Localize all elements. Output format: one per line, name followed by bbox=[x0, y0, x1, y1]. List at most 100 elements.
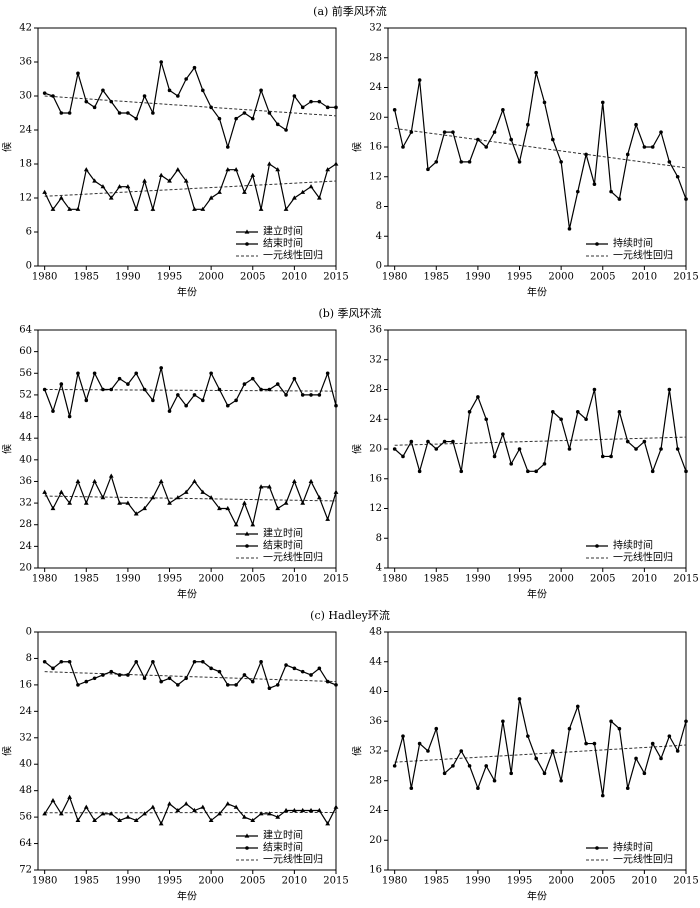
marker-triangle bbox=[258, 811, 264, 816]
marker-circle bbox=[534, 469, 538, 474]
marker-circle bbox=[92, 676, 97, 681]
marker-circle bbox=[67, 659, 72, 664]
marker-circle bbox=[684, 197, 688, 201]
marker-triangle bbox=[300, 189, 306, 194]
marker-circle bbox=[250, 376, 255, 381]
x-tick-label: 2010 bbox=[282, 574, 307, 585]
marker-circle bbox=[526, 122, 530, 127]
legend-label: 一元线性回归 bbox=[613, 853, 673, 866]
marker-circle bbox=[609, 189, 613, 194]
marker-circle bbox=[409, 786, 414, 790]
marker-circle bbox=[184, 403, 188, 408]
marker-circle bbox=[142, 94, 147, 98]
marker-circle bbox=[176, 94, 180, 98]
marker-triangle bbox=[267, 811, 272, 816]
y-tick-label: 32 bbox=[19, 732, 32, 743]
marker-circle bbox=[567, 726, 572, 731]
marker-circle bbox=[334, 105, 338, 110]
y-tick-label: 4 bbox=[376, 563, 382, 574]
marker-triangle bbox=[325, 167, 331, 172]
marker-circle bbox=[134, 116, 139, 121]
marker-circle bbox=[151, 398, 155, 403]
x-tick-label: 1985 bbox=[424, 876, 449, 887]
marker-triangle bbox=[291, 807, 297, 813]
x-tick-label: 1995 bbox=[157, 272, 182, 283]
marker-triangle bbox=[117, 817, 122, 823]
marker-circle bbox=[51, 94, 55, 98]
y-tick-label: 20 bbox=[19, 563, 32, 574]
marker-triangle bbox=[283, 500, 289, 505]
y-axis-label: 候 bbox=[351, 746, 364, 756]
marker-circle bbox=[167, 409, 172, 413]
marker-circle bbox=[101, 673, 105, 677]
marker-circle bbox=[159, 679, 163, 684]
y-tick-label: 32 bbox=[369, 746, 382, 757]
marker-triangle bbox=[200, 206, 206, 211]
marker-triangle bbox=[75, 817, 81, 823]
marker-triangle bbox=[50, 206, 56, 211]
x-tick-label: 1995 bbox=[507, 574, 532, 585]
marker-circle bbox=[417, 741, 422, 746]
marker-circle bbox=[101, 88, 105, 93]
x-tick-label: 1990 bbox=[465, 876, 490, 887]
marker-circle bbox=[492, 778, 497, 783]
marker-circle bbox=[167, 88, 172, 93]
marker-circle bbox=[617, 410, 622, 414]
y-tick-label: 28 bbox=[369, 775, 382, 786]
marker-circle bbox=[401, 734, 405, 738]
y-tick-label: 36 bbox=[19, 57, 32, 68]
section-title: (c) Hadley环流 bbox=[310, 608, 390, 622]
marker-circle bbox=[184, 676, 188, 681]
y-tick-label: 40 bbox=[19, 759, 32, 770]
marker-circle bbox=[225, 683, 230, 687]
y-tick-label: 16 bbox=[369, 142, 382, 153]
marker-triangle bbox=[217, 505, 222, 511]
marker-circle bbox=[617, 197, 622, 201]
legend-label: 结束时间 bbox=[263, 237, 303, 250]
marker-triangle bbox=[175, 167, 181, 172]
marker-triangle bbox=[244, 229, 250, 234]
plot-frame bbox=[387, 631, 687, 871]
y-axis-label: 候 bbox=[351, 444, 364, 454]
marker-circle bbox=[592, 741, 597, 746]
y-tick-label: 48 bbox=[19, 411, 32, 422]
marker-triangle bbox=[208, 195, 214, 200]
plot-frame bbox=[387, 329, 687, 569]
marker-triangle bbox=[42, 489, 48, 494]
marker-triangle bbox=[325, 516, 331, 521]
marker-circle bbox=[484, 417, 489, 422]
marker-circle bbox=[642, 771, 647, 776]
marker-circle bbox=[117, 376, 122, 381]
y-tick-label: 48 bbox=[369, 627, 382, 638]
y-tick-label: 18 bbox=[19, 159, 32, 170]
marker-circle bbox=[151, 659, 155, 664]
x-tick-label: 2010 bbox=[632, 272, 657, 283]
y-tick-label: 12 bbox=[369, 171, 382, 182]
y-tick-label: 20 bbox=[369, 112, 382, 123]
marker-circle bbox=[442, 439, 447, 444]
marker-circle bbox=[134, 659, 139, 664]
marker-circle bbox=[242, 111, 247, 115]
y-tick-label: 30 bbox=[19, 91, 32, 102]
marker-circle bbox=[509, 462, 513, 466]
trend-line bbox=[394, 436, 687, 446]
marker-triangle bbox=[192, 478, 197, 484]
marker-circle bbox=[109, 387, 114, 392]
marker-circle bbox=[92, 371, 97, 376]
marker-circle bbox=[225, 145, 230, 149]
marker-triangle bbox=[158, 172, 164, 177]
marker-circle bbox=[659, 447, 663, 451]
marker-circle bbox=[451, 130, 455, 134]
marker-circle bbox=[595, 242, 599, 246]
marker-triangle bbox=[42, 811, 48, 816]
marker-circle bbox=[584, 741, 588, 746]
y-axis-label: 候 bbox=[1, 142, 14, 152]
x-tick-label: 2000 bbox=[198, 272, 223, 283]
marker-circle bbox=[59, 382, 64, 386]
marker-circle bbox=[551, 749, 555, 753]
y-tick-label: 24 bbox=[19, 706, 32, 717]
marker-circle bbox=[334, 683, 338, 687]
marker-triangle bbox=[208, 817, 214, 823]
x-tick-label: 2000 bbox=[198, 876, 223, 887]
marker-circle bbox=[575, 189, 580, 194]
